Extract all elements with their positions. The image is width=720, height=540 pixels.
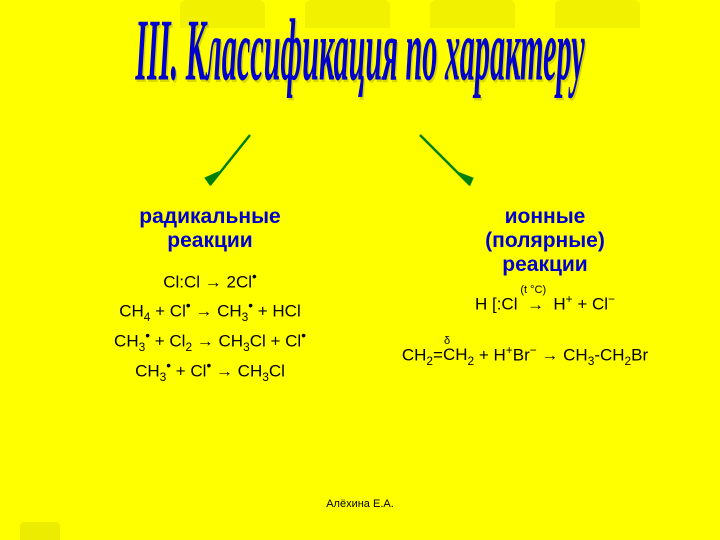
radical-heading: радикальные реакции (70, 205, 350, 253)
footer-author: Алёхина Е.А. (326, 498, 394, 510)
reaction-eq: H [:Cl (t °C)→ H+ + Cl− (400, 291, 690, 317)
heading-line: (полярные) (485, 229, 605, 252)
ionic-heading: ионные (полярные) реакции (400, 205, 690, 277)
heading-line: радикальные (139, 205, 280, 228)
slide-title: III. Классификация по характеру (135, 2, 584, 103)
reaction-eq: CH3• + Cl2 → CH3Cl + Cl• (70, 326, 350, 356)
heading-line: ионные (505, 205, 586, 228)
heading-line: реакции (167, 229, 252, 252)
reaction-eq: CH4 + Cl• → CH3• + HCl (70, 296, 350, 326)
arrow-left (195, 130, 265, 200)
reaction-eq: Cl:Cl → 2Cl• (70, 267, 350, 295)
reaction-eq: CH3• + Cl• → CH3Cl (70, 356, 350, 386)
arrow-right (410, 130, 490, 200)
heading-line: реакции (502, 253, 587, 276)
branch-radical: радикальные реакции Cl:Cl → 2Cl• CH4 + C… (70, 205, 350, 386)
branch-ionic: ионные (полярные) реакции H [:Cl (t °C)→… (400, 205, 690, 370)
reaction-eq: CH2=CH2 + H+Br− → CH3-CH2Br (360, 342, 690, 370)
bottom-tab-shadow (20, 522, 60, 540)
